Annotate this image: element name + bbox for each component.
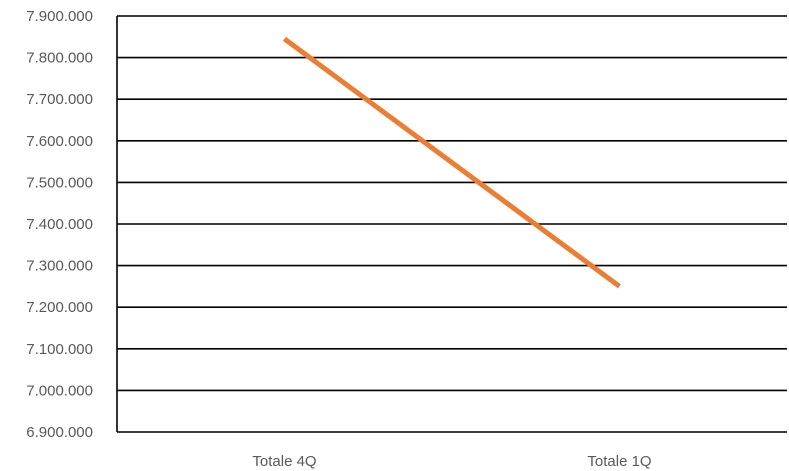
y-axis-tick-labels: 7.900.000 7.800.000 7.700.000 7.600.000 7.50… [26, 8, 93, 441]
y-tick-label: 7.800.000 [26, 50, 93, 67]
gridlines [117, 15, 787, 392]
x-tick-label: Totale 4Q [252, 453, 316, 470]
y-tick-label: 7.600.000 [26, 133, 93, 150]
y-tick-label: 7.000.000 [26, 382, 93, 399]
y-tick-label: 7.900.000 [26, 8, 93, 25]
y-tick-label: 7.500.000 [26, 174, 93, 191]
y-tick-label: 7.200.000 [26, 299, 93, 316]
y-tick-label: 6.900.000 [26, 424, 93, 441]
y-tick-label: 7.400.000 [26, 216, 93, 233]
y-tick-label: 7.100.000 [26, 341, 93, 358]
y-tick-label: 7.300.000 [26, 258, 93, 275]
series-line [283, 36, 621, 289]
axes [116, 16, 787, 433]
series-lines [283, 36, 621, 289]
x-axis-tick-labels: Totale 4Q Totale 1Q [252, 453, 651, 470]
x-tick-label: Totale 1Q [587, 453, 651, 470]
y-tick-label: 7.700.000 [26, 91, 93, 108]
